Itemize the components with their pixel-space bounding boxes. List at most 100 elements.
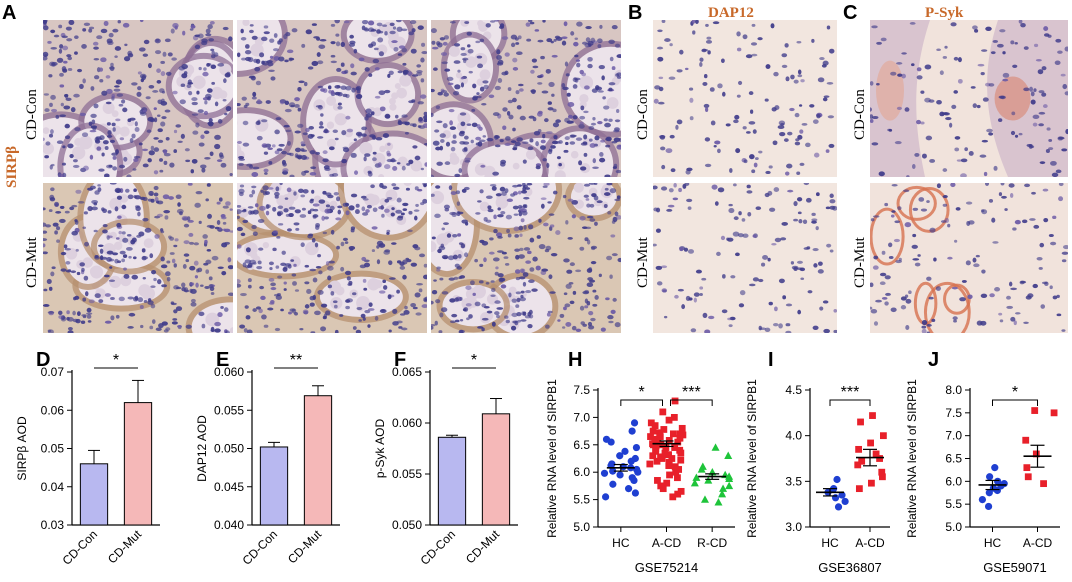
chart-e-y-tick-label: 0.040 — [214, 518, 244, 532]
chart-j-panel-letter: J — [928, 349, 939, 371]
chart-h-point-acd — [674, 474, 681, 481]
micrograph-a-con-2 — [237, 20, 427, 177]
micrograph-c-con — [870, 20, 1068, 177]
micrograph-a-mut-2 — [237, 183, 427, 333]
chart-h-point-acd — [660, 485, 667, 492]
chart-j-y-tick-label: 7.0 — [945, 429, 962, 443]
chart-i-y-tick-label: 3.5 — [785, 474, 802, 488]
chart-h-point-hc — [634, 469, 641, 476]
chart-i-point-acd — [879, 473, 886, 480]
chart-e-y-tick-label: 0.060 — [214, 365, 244, 379]
chart-d-bar-0 — [80, 464, 107, 525]
chart-d-y-tick-label: 0.07 — [41, 365, 65, 379]
chart-i-point-acd — [876, 455, 883, 462]
chart-e-y-label: DAP12 AOD — [195, 415, 209, 482]
chart-h-y-tick-label: 5.0 — [573, 520, 590, 534]
chart-j-sig-label-0: * — [1012, 384, 1018, 401]
chart-h-point-rcd — [712, 443, 720, 450]
micrograph-a-con-1 — [43, 20, 233, 177]
micrograph-a-mut-1 — [43, 183, 233, 333]
chart-d-x-tick-label-0: CD-Con — [60, 527, 101, 568]
chart-i-x-tick-label-0: HC — [821, 536, 839, 550]
chart-e-bar-0 — [260, 447, 287, 525]
chart-h-y-tick-label: 7.0 — [573, 410, 590, 424]
chart-i-panel-letter: I — [768, 349, 774, 371]
chart-f-y-label: p-Syk AOD — [373, 418, 387, 478]
chart-h-point-hc — [609, 481, 616, 488]
chart-i-point-hc — [833, 476, 840, 483]
chart-h-point-hc — [630, 477, 637, 484]
chart-h-point-hc — [632, 489, 639, 496]
chart-h-point-acd — [662, 444, 669, 451]
chart-f-x-tick-label-1: CD-Mut — [463, 527, 503, 567]
chart-f-y-tick-label: 0.065 — [392, 365, 422, 379]
chart-j-y-tick-label: 7.5 — [945, 406, 962, 420]
chart-h-point-hc — [603, 436, 610, 443]
chart-e-y-tick-label: 0.055 — [214, 403, 244, 417]
chart-d-x-tick-label-1: CD-Mut — [105, 527, 145, 567]
chart-j-y-tick-label: 5.5 — [945, 497, 962, 511]
chart-h-point-acd — [666, 417, 673, 424]
micrograph-b-con — [653, 20, 837, 177]
chart-h-y-tick-label: 6.0 — [573, 465, 590, 479]
chart-f-y-tick-label: 0.050 — [392, 518, 422, 532]
chart-i-point-hc — [842, 498, 849, 505]
chart-j-point-hc — [991, 464, 998, 471]
chart-j-point-hc — [994, 487, 1001, 494]
chart-i-y-tick-label: 3.0 — [785, 520, 802, 534]
panel-letter-a: A — [2, 2, 16, 25]
chart-f-x-tick-label-0: CD-Con — [418, 527, 459, 568]
chart-i-sig-label-0: *** — [841, 384, 860, 401]
chart-j-point-acd — [1025, 473, 1032, 480]
chart-e-bar-1 — [304, 396, 331, 525]
chart-h-x-tick-label-1: A-CD — [652, 536, 682, 550]
chart-i-y-tick-label: 4.0 — [785, 429, 802, 443]
panel-a-row-label-con: CD-Con — [24, 89, 41, 140]
chart-e-sig-label: ** — [290, 352, 302, 369]
chart-j-point-acd — [1031, 407, 1038, 414]
chart-d-sig-label: * — [113, 352, 119, 369]
chart-f-y-tick-label: 0.055 — [392, 467, 422, 481]
panel-c-row-label-mut: CD-Mut — [852, 237, 869, 288]
chart-i: I 3.0 3.5 4.0 4.5 Relative RNA level of SIRPB… — [740, 340, 900, 577]
chart-j-point-acd — [1022, 437, 1029, 444]
chart-i-point-hc — [835, 503, 842, 510]
chart-i-point-acd — [869, 412, 876, 419]
panel-b-row-label-con: CD-Con — [635, 89, 652, 140]
chart-h-point-acd — [677, 450, 684, 457]
chart-i-dataset-label: GSE36807 — [818, 560, 882, 575]
chart-h-point-hc — [625, 485, 632, 492]
chart-j-y-label: Relative RNA level of SIRPB1 — [905, 379, 919, 538]
chart-h-y-tick-label: 7.5 — [573, 383, 590, 397]
chart-d-y-tick-label: 0.06 — [41, 403, 65, 417]
chart-h-y-label: Relative RNA level of SIRPB1 — [545, 379, 559, 538]
chart-h-sig-label-1: *** — [682, 384, 701, 401]
panel-a-row-label-mut: CD-Mut — [24, 237, 41, 288]
chart-f-bar-1 — [482, 414, 509, 525]
chart-f-y-tick-label: 0.060 — [392, 416, 422, 430]
chart-h-panel-letter: H — [568, 349, 582, 371]
chart-i-point-acd — [880, 432, 887, 439]
chart-j-point-hc — [986, 489, 993, 496]
chart-j-point-acd — [1023, 464, 1030, 471]
chart-h-point-acd — [665, 462, 672, 469]
chart-h-point-acd — [677, 457, 684, 464]
chart-h-point-rcd — [701, 495, 709, 502]
chart-h-point-acd — [669, 493, 676, 500]
chart-h-point-hc — [601, 470, 608, 477]
chart-h-y-tick-label: 6.5 — [573, 438, 590, 452]
micrograph-c-mut — [870, 183, 1068, 333]
chart-d-y-tick-label: 0.04 — [41, 480, 65, 494]
chart-h-point-acd — [672, 398, 679, 405]
chart-h-point-acd — [657, 433, 664, 440]
chart-j-point-hc — [979, 496, 986, 503]
chart-j-y-tick-label: 6.0 — [945, 474, 962, 488]
chart-h-dataset-label: GSE75214 — [635, 560, 699, 575]
chart-i-y-label: Relative RNA level of SIRPB1 — [745, 379, 759, 538]
chart-i-y-tick-label: 4.5 — [785, 383, 802, 397]
chart-h-point-hc — [602, 493, 609, 500]
